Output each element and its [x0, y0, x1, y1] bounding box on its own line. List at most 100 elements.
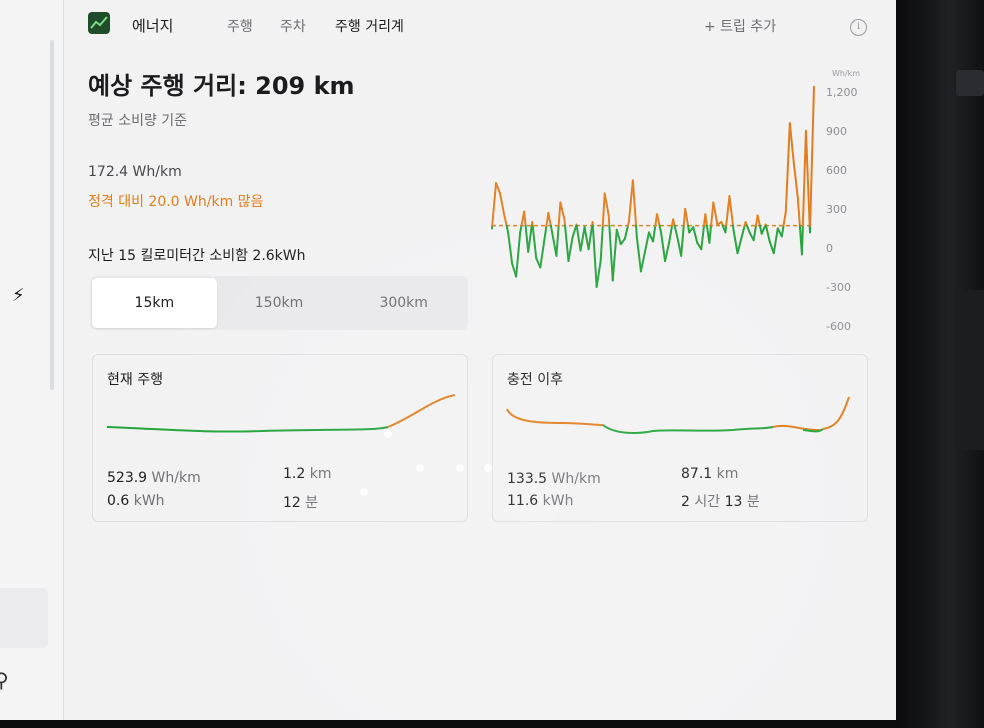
y-tick-label: 600 [826, 164, 847, 177]
consumption-line-segment [611, 228, 618, 282]
search-icon[interactable]: ⚲ [0, 668, 9, 692]
app-name: 에너지 [132, 17, 174, 35]
consumption-line-segment [587, 224, 594, 251]
y-tick-label: -300 [826, 281, 851, 294]
consumption-chart: Wh/km 1,200 900 600 300 0 -300 -600 [491, 69, 860, 333]
consumption-line-segment [792, 162, 799, 200]
consumption-line-segment [658, 224, 663, 234]
consumption-line-segment [575, 224, 582, 252]
consumption-line-segment [635, 236, 642, 273]
since-charge-sparkline [506, 396, 850, 434]
page-title: 예상 주행 거리: 209 km [88, 72, 355, 100]
average-consumption: 172.4 Wh/km [88, 164, 182, 180]
stat-time: 12 분 [283, 495, 319, 511]
consumption-line-segment [668, 224, 674, 244]
consumption-line-segment [527, 224, 533, 253]
consumption-line-segment [736, 236, 743, 255]
screen-bezel [896, 0, 984, 728]
consumption-line-segment [772, 227, 779, 255]
lightning-icon[interactable]: ⚡︎ [12, 285, 25, 306]
consumption-line-segment [619, 237, 626, 246]
consumption-line-segment [591, 224, 598, 288]
consumption-line-segment [515, 231, 522, 278]
consumption-line-segment [523, 210, 527, 227]
current-drive-sparkline [106, 394, 456, 433]
consumption-line-segment [539, 239, 546, 269]
consumption-line-segment [507, 231, 514, 265]
y-tick-label: 1,200 [826, 86, 858, 99]
consumption-line-segment [809, 85, 815, 227]
range-option-300km[interactable]: 300km [379, 295, 428, 311]
consumption-line-segment [601, 192, 606, 227]
consumption-line-segment [784, 122, 791, 213]
consumption-line-segment [549, 224, 554, 235]
range-option-150km[interactable]: 150km [254, 295, 304, 311]
consumption-line-segment [804, 130, 811, 227]
tab-parked[interactable]: 주차 [280, 19, 306, 35]
stat-energy: 0.6 kWh [107, 493, 165, 509]
rated-delta: 정격 대비 20.0 Wh/km 많음 [88, 194, 264, 210]
consumption-line-segment [579, 226, 586, 252]
consumption-line-segment [725, 195, 731, 227]
consumption-line-segment [543, 224, 548, 242]
consumption-line-segment [635, 224, 638, 239]
consumption-line-segment [764, 224, 771, 243]
y-unit-label: Wh/km [832, 69, 860, 78]
consumption-line-segment [752, 224, 758, 242]
consumption-line-segment [796, 197, 801, 227]
consumption-line-segment [639, 250, 646, 273]
top-nav: 에너지 주행 주차 주행 거리계 + 트립 추가 i [64, 0, 896, 52]
stat-distance: 87.1 km [681, 466, 739, 482]
consumption-line-segment [608, 224, 614, 282]
consumption-line-segment [631, 179, 638, 227]
tab-driving[interactable]: 주행 [227, 19, 253, 35]
consumption-line-segment [503, 213, 508, 227]
consumption-line-segment [732, 228, 739, 255]
consumption-line-segment [700, 224, 706, 251]
consumption-line-segment [547, 211, 552, 227]
card-since-charge[interactable]: 충전 이후 133.5 Wh/km 11.6 kWh 87.1 km 2 시간 … [492, 354, 868, 522]
consumption-line-segment [564, 224, 570, 262]
consumption-line-segment [505, 224, 510, 234]
consumption-line-segment [623, 224, 629, 240]
stat-efficiency: 523.9 Wh/km [107, 470, 201, 486]
consumption-line-segment [559, 201, 566, 221]
range-option-15km[interactable]: 15km [92, 278, 217, 328]
consumption-line-segment [684, 208, 690, 227]
consumption-line-segment [557, 201, 562, 227]
card-current-drive[interactable]: 현재 주행 523.9 Wh/km 0.6 kWh 1.2 km 12 분 [92, 354, 468, 522]
side-panel-card[interactable] [0, 588, 48, 648]
consumption-line-segment [728, 195, 734, 227]
y-tick-label: 900 [826, 125, 847, 138]
stat-efficiency: 133.5 Wh/km [507, 471, 601, 487]
consumption-line-segment [627, 179, 634, 223]
card-title: 현재 주행 [107, 372, 163, 388]
add-trip-button[interactable]: + 트립 추가 [704, 19, 777, 35]
consumption-line-segment [524, 224, 530, 253]
screen: ⚡︎ ⚲ 에너지 주행 주차 주행 거리계 + 트립 추가 i 예상 주행 거리… [0, 0, 896, 720]
consumption-line-segment [708, 224, 713, 244]
consumption-line-segment [692, 226, 699, 244]
consumption-line-segment [660, 231, 667, 262]
card-title: 충전 이후 [507, 372, 563, 388]
scrollbar[interactable] [50, 40, 54, 390]
y-tick-label: 0 [826, 242, 833, 255]
consumption-line-segment [603, 192, 610, 217]
energy-app-icon [88, 12, 110, 34]
y-tick-label: 300 [826, 203, 847, 216]
consumption-line-segment [712, 201, 719, 226]
stat-energy: 11.6 kWh [507, 493, 574, 509]
tab-odometer[interactable]: 주행 거리계 [335, 19, 404, 35]
consumption-line-segment [800, 224, 804, 256]
y-tick-label: -600 [826, 320, 851, 333]
energy-consumed: 지난 15 킬로미터간 소비함 2.6kWh [88, 248, 306, 264]
consumption-line-segment [595, 260, 602, 288]
consumption-line-segment [780, 224, 785, 238]
consumption-line-segment [740, 224, 746, 239]
consumption-line-segment [801, 130, 807, 227]
stat-time: 2 시간 13 분 [681, 494, 760, 510]
info-icon[interactable]: i [850, 19, 867, 36]
left-side-panel: ⚡︎ ⚲ [0, 0, 64, 720]
consumption-line-segment [782, 210, 787, 227]
stat-distance: 1.2 km [283, 466, 332, 482]
